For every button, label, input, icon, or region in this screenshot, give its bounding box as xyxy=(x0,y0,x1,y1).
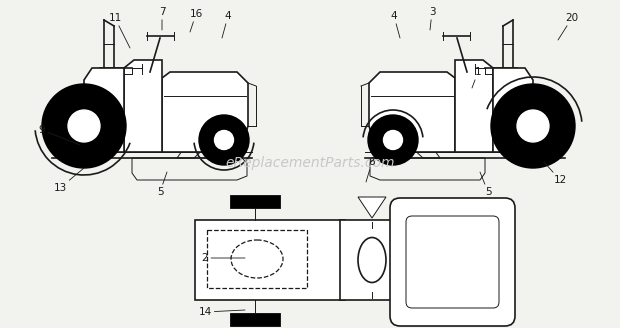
Text: eReplacementParts.com: eReplacementParts.com xyxy=(225,156,395,170)
Polygon shape xyxy=(162,72,248,152)
Text: 4: 4 xyxy=(391,11,400,38)
Polygon shape xyxy=(455,60,493,152)
Text: 7: 7 xyxy=(159,7,166,30)
Polygon shape xyxy=(369,72,455,152)
Text: 16: 16 xyxy=(189,9,203,32)
Text: 11: 11 xyxy=(108,13,130,48)
Text: 20: 20 xyxy=(558,13,578,40)
Text: 9: 9 xyxy=(38,125,80,145)
Bar xyxy=(230,195,280,208)
Circle shape xyxy=(368,115,418,165)
Bar xyxy=(195,220,345,300)
Bar xyxy=(340,220,405,300)
Text: 1: 1 xyxy=(472,67,481,88)
Text: 5: 5 xyxy=(157,172,167,197)
Circle shape xyxy=(491,84,575,168)
FancyBboxPatch shape xyxy=(390,198,515,326)
Text: 4: 4 xyxy=(222,11,231,38)
Text: 3: 3 xyxy=(428,7,435,30)
Polygon shape xyxy=(124,60,162,152)
Circle shape xyxy=(215,131,234,150)
Bar xyxy=(230,313,280,326)
Circle shape xyxy=(68,110,100,142)
Circle shape xyxy=(384,131,402,150)
Text: 5: 5 xyxy=(480,172,491,197)
Text: 2: 2 xyxy=(202,253,245,263)
Bar xyxy=(207,230,307,288)
Text: 13: 13 xyxy=(53,168,84,193)
Text: 6: 6 xyxy=(366,157,375,182)
Text: 12: 12 xyxy=(544,162,567,185)
Circle shape xyxy=(199,115,249,165)
Circle shape xyxy=(42,84,126,168)
Circle shape xyxy=(517,110,549,142)
Polygon shape xyxy=(493,68,533,152)
Polygon shape xyxy=(358,197,386,218)
Text: 14: 14 xyxy=(198,307,245,317)
Polygon shape xyxy=(84,68,124,152)
